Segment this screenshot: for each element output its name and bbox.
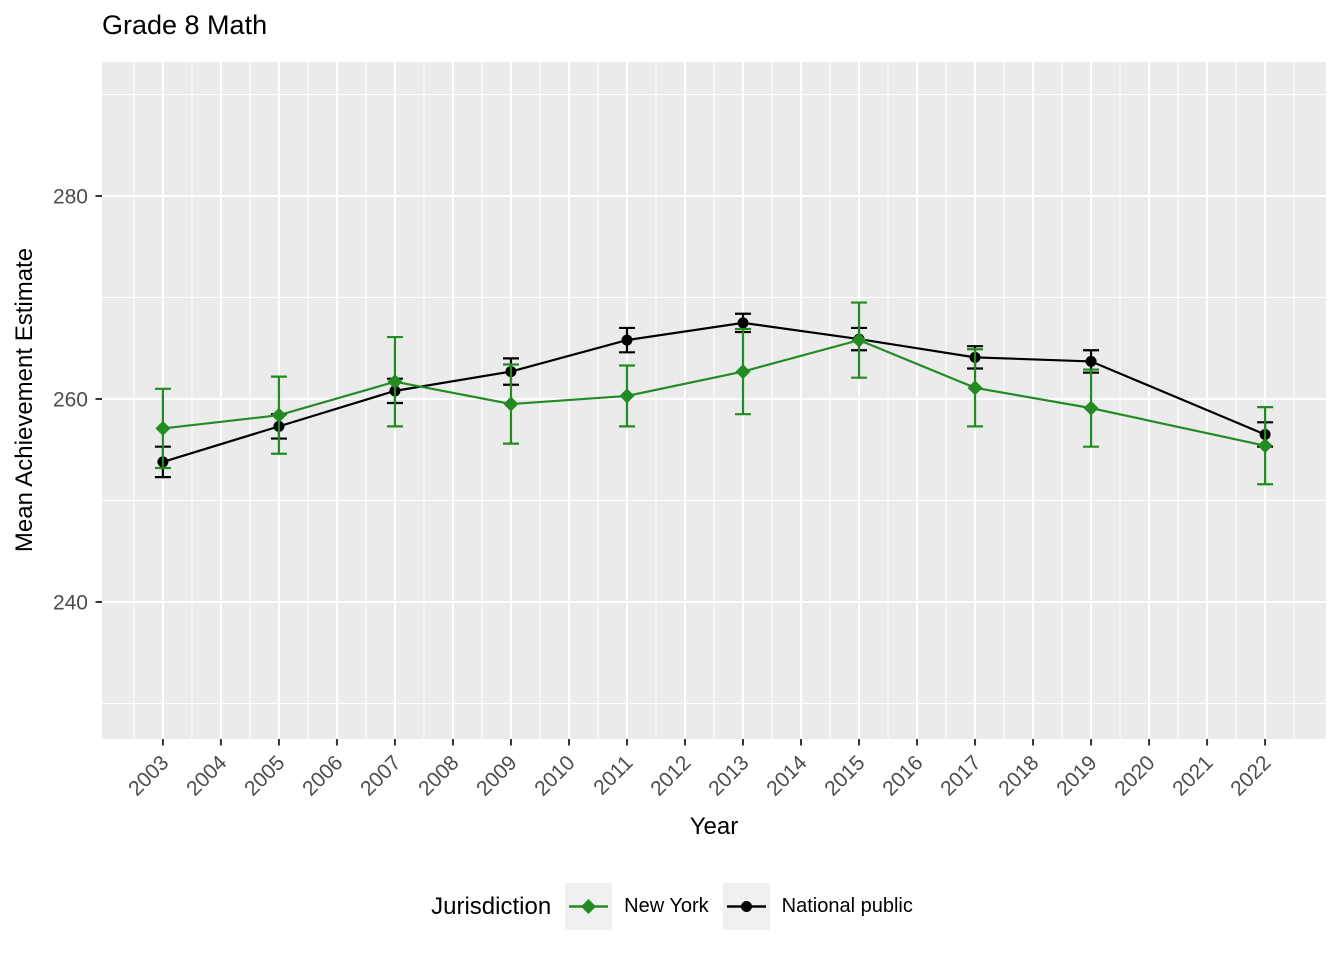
data-point-new-york <box>503 396 519 412</box>
legend-key-marker <box>740 901 752 912</box>
x-tick-label: 2015 <box>820 751 869 800</box>
national-public-key-icon <box>722 883 770 930</box>
data-point-new-york <box>851 332 867 348</box>
x-tick-label: 2017 <box>936 751 985 800</box>
x-tick-label: 2021 <box>1168 751 1217 800</box>
legend-label-national-public: National public <box>781 895 913 917</box>
x-tick-label: 2011 <box>589 751 637 799</box>
x-axis-title: Year <box>690 813 739 840</box>
x-tick-label: 2010 <box>530 751 579 800</box>
y-tick-label: 280 <box>53 185 88 208</box>
legend-label-new-york: New York <box>624 895 709 917</box>
x-tick-label: 2020 <box>1110 751 1159 800</box>
data-point-new-york <box>271 407 287 423</box>
data-point-new-york <box>387 374 403 390</box>
new-york-key-icon <box>565 883 613 930</box>
x-tick-label: 2005 <box>240 751 289 800</box>
x-tick-label: 2018 <box>994 751 1043 800</box>
data-point-national-public <box>1085 355 1097 367</box>
data-point-national-public <box>737 317 749 329</box>
x-tick-label: 2013 <box>704 751 753 800</box>
x-tick-label: 2016 <box>878 751 927 800</box>
x-tick-label: 2003 <box>124 751 173 800</box>
legend-title: Jurisdiction <box>431 892 552 920</box>
data-point-new-york <box>619 388 635 404</box>
data-point-national-public <box>621 334 633 346</box>
legend: Jurisdiction New York National public <box>0 883 1344 930</box>
x-tick-label: 2009 <box>472 751 521 800</box>
x-tick-label: 2007 <box>356 751 405 800</box>
x-tick-label: 2014 <box>762 751 812 801</box>
y-tick-label: 260 <box>53 388 88 411</box>
y-tick-label: 240 <box>53 591 88 614</box>
data-point-new-york <box>967 380 983 396</box>
data-point-new-york <box>155 420 171 436</box>
series-line-new-york <box>162 338 1266 447</box>
legend-item-new-york: New York <box>565 883 709 930</box>
x-tick-label: 2012 <box>646 751 695 800</box>
series-line-national-public <box>162 321 1266 463</box>
x-tick-label: 2006 <box>298 751 347 800</box>
x-tick-label: 2004 <box>182 751 232 801</box>
x-tick-label: 2019 <box>1052 751 1101 800</box>
x-tick-label: 2008 <box>414 751 463 800</box>
y-axis-title: Mean Achievement Estimate <box>11 248 38 552</box>
chart-title: Grade 8 Math <box>102 10 268 40</box>
legend-item-national-public: National public <box>722 883 913 930</box>
data-point-new-york <box>735 364 751 380</box>
data-point-new-york <box>1083 400 1099 416</box>
x-tick-label: 2022 <box>1226 751 1275 800</box>
data-point-new-york <box>1257 438 1273 454</box>
legend-key-marker <box>581 899 597 914</box>
